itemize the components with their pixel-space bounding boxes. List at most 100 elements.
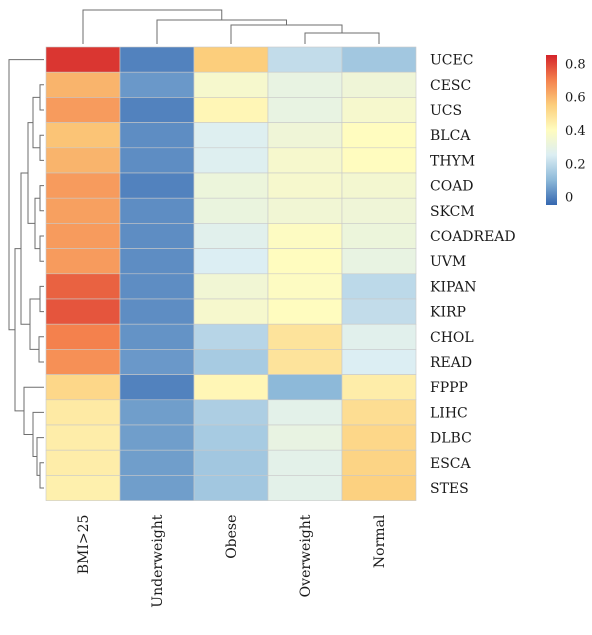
heatmap-cell-chol-1 — [45, 323, 121, 350]
heatmap-cell-thym-5 — [341, 147, 417, 174]
heatmap-cell-ucs-1 — [45, 97, 121, 123]
row-dendrogram-link — [14, 248, 24, 412]
heatmap-cell-uvm-3 — [193, 248, 269, 275]
heatmap-cell-ucs-2 — [119, 97, 195, 123]
heatmap-cell-thym-3 — [193, 147, 269, 174]
heatmap-cell-kipan-5 — [341, 273, 417, 300]
row-label-coad: COAD — [430, 179, 474, 195]
heatmap-cell-ucs-3 — [193, 97, 269, 123]
colorbar-tick-label: 0.8 — [565, 57, 586, 72]
heatmap-cell-stes-1 — [45, 475, 121, 501]
heatmap-cell-fppp-1 — [45, 374, 121, 401]
column-dendrogram-link — [230, 24, 343, 44]
row-dendrogram-link — [39, 462, 44, 489]
heatmap-cell-read-4 — [267, 349, 343, 375]
column-dendrogram-link — [82, 9, 223, 44]
heatmap-cell-read-1 — [45, 349, 121, 375]
heatmap-cell-lihc-4 — [267, 399, 343, 426]
heatmap-cell-coad-1 — [45, 172, 121, 199]
heatmap-cell-cesc-5 — [341, 71, 417, 98]
heatmap-cell-blca-5 — [341, 122, 417, 149]
heatmap-cell-skcm-4 — [267, 197, 343, 224]
heatmap-cell-esca-5 — [341, 449, 417, 476]
heatmap-cell-stes-4 — [267, 475, 343, 501]
heatmap-cell-lihc-1 — [45, 399, 121, 426]
heatmap-cell-chol-2 — [119, 323, 195, 350]
row-dendrogram-link — [39, 134, 44, 161]
heatmap-cell-stes-3 — [193, 475, 269, 501]
colorbar-gradient — [546, 55, 557, 205]
row-label-coadread: COADREAD — [430, 229, 516, 245]
heatmap-cell-kipan-2 — [119, 273, 195, 300]
heatmap-cell-kirp-3 — [193, 298, 269, 325]
heatmap-cell-kirp-5 — [341, 298, 417, 325]
heatmap-cell-cesc-4 — [267, 71, 343, 98]
column-label-2: Underweight — [150, 514, 166, 607]
column-dendrogram-link — [304, 32, 380, 44]
row-dendrogram — [8, 59, 44, 489]
heatmap-cell-coad-2 — [119, 172, 195, 199]
heatmap-cell-ucs-5 — [341, 97, 417, 123]
heatmap-cell-kipan-3 — [193, 273, 269, 300]
row-label-fppp: FPPP — [430, 380, 468, 396]
heatmap-cell-kirp-2 — [119, 298, 195, 325]
heatmap-cell-kirp-4 — [267, 298, 343, 325]
heatmap-cell-skcm-1 — [45, 197, 121, 224]
heatmap-cell-dlbc-5 — [341, 424, 417, 451]
row-label-cesc: CESC — [430, 78, 471, 94]
heatmap-cell-thym-2 — [119, 147, 195, 174]
heatmap-cell-chol-3 — [193, 323, 269, 350]
row-dendrogram-link — [23, 386, 44, 435]
heatmap-cells — [45, 46, 417, 501]
heatmap-cell-chol-4 — [267, 323, 343, 350]
heatmap-cell-cesc-1 — [45, 71, 121, 98]
heatmap-cell-fppp-3 — [193, 374, 269, 401]
heatmap-cell-coad-5 — [341, 172, 417, 199]
heatmap-cell-dlbc-1 — [45, 424, 121, 451]
heatmap-cell-chol-5 — [341, 323, 417, 350]
heatmap-cell-skcm-3 — [193, 197, 269, 224]
row-dendrogram-link — [39, 185, 44, 212]
heatmap-cell-skcm-2 — [119, 197, 195, 224]
colorbar-tick-label: 0.2 — [565, 157, 586, 172]
column-label-1: BMI>25 — [76, 515, 92, 575]
row-label-ucs: UCS — [430, 103, 462, 119]
heatmap-cell-esca-4 — [267, 449, 343, 476]
row-label-thym: THYM — [430, 153, 475, 169]
heatmap-cell-ucec-3 — [193, 46, 269, 73]
heatmap-cell-cesc-2 — [119, 71, 195, 98]
heatmap-cell-kipan-4 — [267, 273, 343, 300]
heatmap-cell-coad-3 — [193, 172, 269, 199]
heatmap-cell-dlbc-4 — [267, 424, 343, 451]
row-label-chol: CHOL — [430, 330, 474, 346]
heatmap-cell-fppp-5 — [341, 374, 417, 401]
heatmap-cell-lihc-3 — [193, 399, 269, 426]
heatmap-cell-kirp-1 — [45, 298, 121, 325]
heatmap-cell-coad-4 — [267, 172, 343, 199]
heatmap-cell-blca-3 — [193, 122, 269, 149]
heatmap-cell-thym-1 — [45, 147, 121, 174]
heatmap-cell-blca-2 — [119, 122, 195, 149]
heatmap-cell-read-3 — [193, 349, 269, 375]
row-dendrogram-link — [39, 235, 44, 262]
row-label-blca: BLCA — [430, 128, 471, 144]
heatmap-cell-coadread-4 — [267, 223, 343, 249]
heatmap-cell-thym-4 — [267, 147, 343, 174]
heatmap-cell-ucec-2 — [119, 46, 195, 73]
heatmap-cell-stes-2 — [119, 475, 195, 501]
row-label-read: READ — [430, 355, 472, 371]
row-dendrogram-link — [38, 336, 44, 363]
heatmap-cell-uvm-2 — [119, 248, 195, 275]
column-dendrogram-link — [156, 19, 287, 44]
colorbar-tick-label: 0.6 — [565, 91, 586, 106]
row-label-skcm: SKCM — [430, 204, 475, 220]
heatmap-cell-ucec-1 — [45, 46, 121, 73]
row-label-lihc: LIHC — [430, 405, 468, 421]
column-labels: BMI>25 Underweight Obese Overweight Normal — [76, 514, 388, 608]
heatmap-cell-cesc-3 — [193, 71, 269, 98]
heatmap-cell-ucec-5 — [341, 46, 417, 73]
row-labels: UCEC CESC UCS BLCA THYM COAD SKCM COADREAD UVM KI… — [430, 53, 516, 497]
row-dendrogram-link — [39, 285, 44, 313]
heatmap-cell-read-2 — [119, 349, 195, 375]
